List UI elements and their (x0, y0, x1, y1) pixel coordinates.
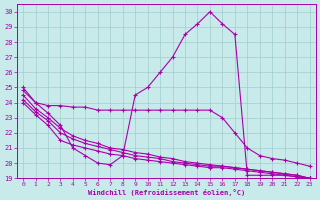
X-axis label: Windchill (Refroidissement éolien,°C): Windchill (Refroidissement éolien,°C) (88, 189, 245, 196)
